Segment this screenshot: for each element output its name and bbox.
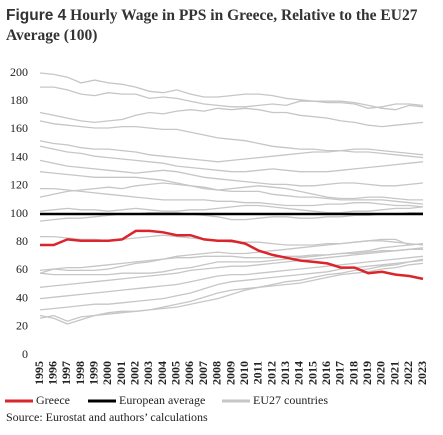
x-tick-label: 2004 <box>155 361 169 385</box>
x-tick-label: 2007 <box>196 361 210 385</box>
y-tick-label: 20 <box>16 319 28 333</box>
eu-country-line <box>39 182 424 205</box>
x-tick-label: 1998 <box>73 361 87 385</box>
y-tick-label: 120 <box>10 178 28 192</box>
eu-country-line <box>39 259 424 311</box>
eu-country-line <box>39 248 423 276</box>
chart-title: Hourly Wage in PPS in Greece, Relative t… <box>6 7 418 44</box>
eu-country-line <box>39 72 424 111</box>
y-tick-label: 60 <box>16 262 28 276</box>
figure-label: Figure 4 <box>6 7 67 24</box>
x-tick-label: 2014 <box>292 361 306 385</box>
y-tick-label: 160 <box>10 121 28 135</box>
y-tick-label: 140 <box>10 149 28 163</box>
x-tick-label: 1997 <box>59 361 73 385</box>
y-tick-label: 200 <box>10 65 28 79</box>
x-tick-label: 2009 <box>223 361 237 385</box>
y-tick-label: 180 <box>10 93 28 107</box>
x-tick-label: 2011 <box>251 361 265 384</box>
y-tick-label: 40 <box>16 290 28 304</box>
eu-country-line <box>39 159 424 187</box>
eu-country-line <box>39 107 424 128</box>
x-tick-label: 2019 <box>360 361 374 385</box>
eu-country-line <box>39 262 424 325</box>
x-tick-label: 2020 <box>374 361 388 385</box>
x-tick-label: 2017 <box>333 361 347 385</box>
x-tick-label: 1996 <box>45 361 59 385</box>
eu-country-line <box>39 255 424 300</box>
x-tick-label: 2005 <box>169 361 183 385</box>
source: Source: Eurostat and authors’ calculatio… <box>6 410 208 424</box>
eu-country-line <box>39 171 423 201</box>
legend-label: European average <box>119 393 205 407</box>
x-tick-label: 2010 <box>237 361 251 385</box>
x-tick-label: 2012 <box>264 361 278 385</box>
x-tick-label: 2001 <box>114 361 128 385</box>
x-tick-label: 2021 <box>387 361 401 385</box>
eu-country-line <box>39 120 424 159</box>
eu-country-line <box>39 211 423 222</box>
y-tick-label: 0 <box>22 347 28 361</box>
eu-country-line <box>39 242 424 272</box>
y-tick-label: 80 <box>16 234 28 248</box>
x-tick-label: 2013 <box>278 361 292 385</box>
x-tick-label: 2000 <box>100 361 114 385</box>
x-tick-label: 1995 <box>32 361 46 385</box>
x-tick-label: 2002 <box>128 361 142 385</box>
legend-label: Greece <box>36 393 70 407</box>
title-block: Figure 4 Hourly Wage in PPS in Greece, R… <box>6 6 436 46</box>
x-tick-label: 1999 <box>86 361 100 385</box>
y-tick-label: 100 <box>10 206 28 220</box>
series-line <box>40 229 424 281</box>
x-tick-label: 2006 <box>182 361 196 385</box>
x-tick-label: 2018 <box>346 361 360 385</box>
x-tick-label: 2023 <box>415 361 429 385</box>
x-tick-label: 2008 <box>210 361 224 385</box>
x-tick-label: 2015 <box>305 361 319 385</box>
eu-country-line <box>39 247 424 288</box>
eu-country-line <box>39 145 424 173</box>
eu-country-line <box>39 238 424 274</box>
x-tick-label: 2022 <box>401 361 415 385</box>
legend-label: EU27 countries <box>253 393 328 407</box>
eu-country-line <box>39 140 424 163</box>
x-tick-label: 2003 <box>141 361 155 385</box>
eu-country-line <box>39 204 424 214</box>
x-tick-label: 2016 <box>319 361 333 385</box>
eu-country-line <box>40 187 424 208</box>
eu-country-line <box>40 86 424 109</box>
